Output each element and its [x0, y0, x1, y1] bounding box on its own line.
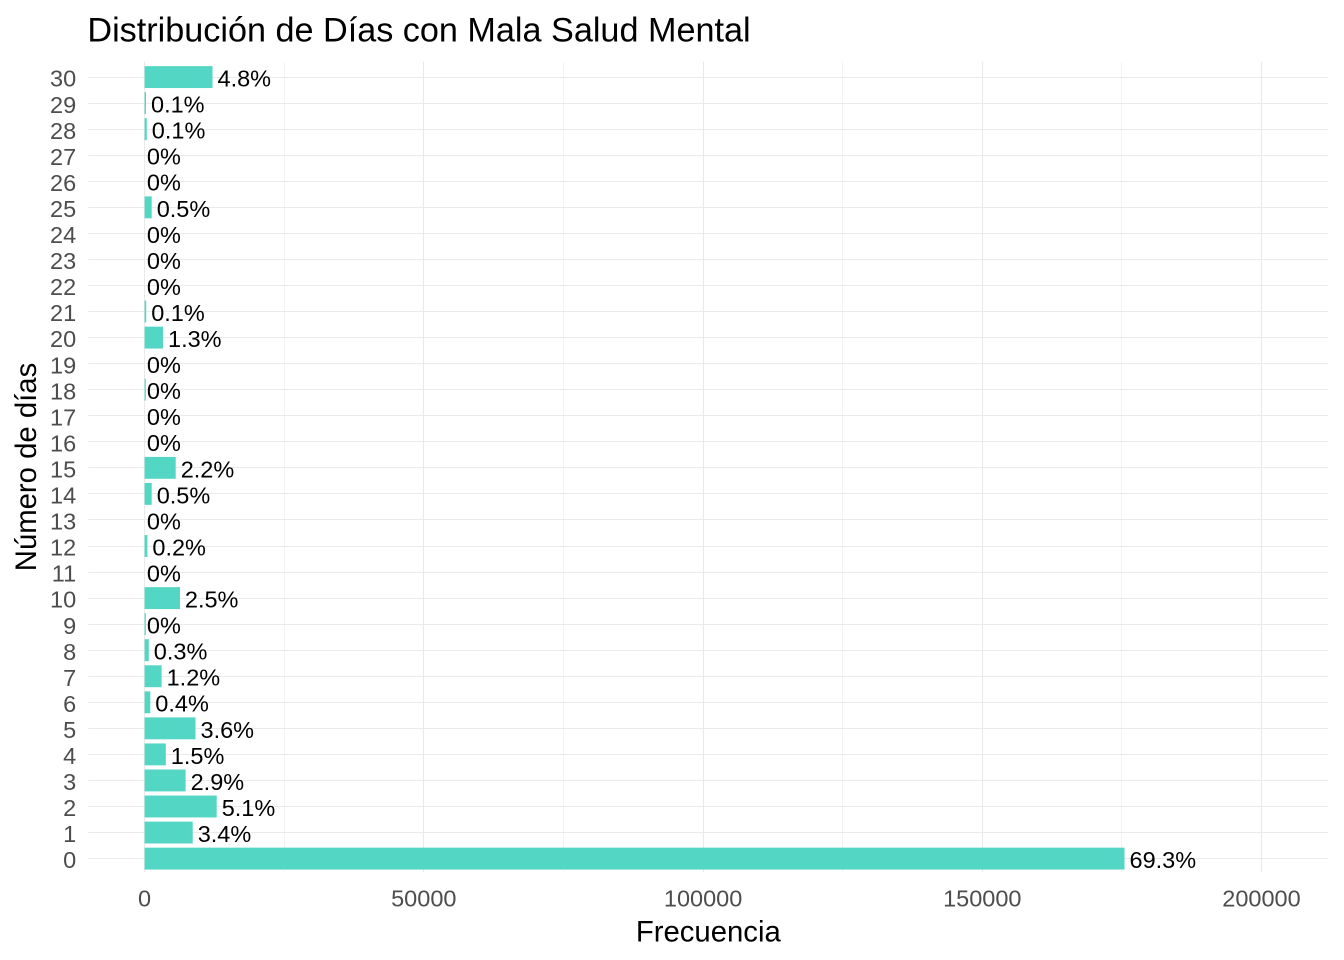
svg-text:29: 29: [50, 92, 76, 118]
svg-text:5: 5: [63, 717, 76, 743]
svg-text:5.1%: 5.1%: [222, 795, 276, 821]
svg-text:30: 30: [50, 66, 76, 92]
svg-text:0%: 0%: [147, 378, 181, 404]
svg-text:17: 17: [50, 404, 76, 430]
svg-text:Número de días: Número de días: [10, 363, 43, 571]
svg-text:2: 2: [63, 795, 76, 821]
svg-text:18: 18: [50, 378, 76, 404]
svg-text:24: 24: [50, 222, 76, 248]
svg-text:9: 9: [63, 613, 76, 639]
svg-text:20: 20: [50, 326, 76, 352]
svg-text:19: 19: [50, 352, 76, 378]
svg-text:0: 0: [138, 885, 151, 911]
svg-text:0.3%: 0.3%: [154, 639, 208, 665]
svg-text:0%: 0%: [147, 248, 181, 274]
svg-text:6: 6: [63, 691, 76, 717]
svg-text:2.5%: 2.5%: [185, 587, 239, 613]
svg-text:0.5%: 0.5%: [157, 482, 211, 508]
svg-text:23: 23: [50, 248, 76, 274]
svg-text:0%: 0%: [147, 144, 181, 170]
svg-text:Distribución de Días con Mala: Distribución de Días con Mala Salud Ment…: [87, 11, 750, 49]
svg-text:25: 25: [50, 196, 76, 222]
svg-text:1.3%: 1.3%: [168, 326, 222, 352]
svg-text:4.8%: 4.8%: [218, 66, 272, 92]
svg-text:0%: 0%: [147, 222, 181, 248]
svg-text:0.1%: 0.1%: [151, 92, 205, 118]
svg-text:28: 28: [50, 118, 76, 144]
svg-text:13: 13: [50, 509, 76, 535]
svg-text:10: 10: [50, 587, 76, 613]
svg-text:3.6%: 3.6%: [201, 717, 255, 743]
svg-text:0%: 0%: [147, 170, 181, 196]
svg-text:0.4%: 0.4%: [155, 691, 209, 717]
svg-text:50000: 50000: [391, 885, 456, 911]
svg-text:0%: 0%: [147, 560, 181, 586]
svg-text:14: 14: [50, 483, 76, 509]
svg-text:1.5%: 1.5%: [171, 743, 225, 769]
svg-text:100000: 100000: [664, 885, 742, 911]
svg-text:0%: 0%: [147, 352, 181, 378]
svg-text:16: 16: [50, 430, 76, 456]
svg-text:22: 22: [50, 274, 76, 300]
svg-text:0%: 0%: [147, 274, 181, 300]
svg-text:200000: 200000: [1222, 885, 1300, 911]
svg-text:2.9%: 2.9%: [191, 769, 245, 795]
svg-text:8: 8: [63, 639, 76, 665]
svg-text:4: 4: [63, 743, 76, 769]
svg-text:1.2%: 1.2%: [167, 665, 221, 691]
svg-text:0.5%: 0.5%: [157, 196, 211, 222]
svg-text:0.1%: 0.1%: [152, 118, 206, 144]
svg-text:7: 7: [63, 665, 76, 691]
svg-text:15: 15: [50, 456, 76, 482]
svg-text:0%: 0%: [147, 404, 181, 430]
svg-text:0.2%: 0.2%: [152, 534, 206, 560]
svg-text:12: 12: [50, 535, 76, 561]
svg-text:0.1%: 0.1%: [151, 300, 205, 326]
svg-text:26: 26: [50, 170, 76, 196]
svg-text:11: 11: [52, 561, 76, 587]
svg-text:0%: 0%: [147, 613, 181, 639]
svg-text:150000: 150000: [943, 885, 1021, 911]
svg-text:3: 3: [63, 769, 76, 795]
svg-text:69.3%: 69.3%: [1130, 847, 1197, 873]
svg-text:21: 21: [50, 300, 76, 326]
svg-text:Frecuencia: Frecuencia: [636, 916, 782, 949]
svg-text:0%: 0%: [147, 508, 181, 534]
svg-text:0: 0: [63, 847, 76, 873]
svg-text:0%: 0%: [147, 430, 181, 456]
svg-text:1: 1: [63, 821, 76, 847]
svg-text:27: 27: [50, 144, 76, 170]
svg-text:3.4%: 3.4%: [198, 821, 252, 847]
svg-text:2.2%: 2.2%: [181, 456, 235, 482]
